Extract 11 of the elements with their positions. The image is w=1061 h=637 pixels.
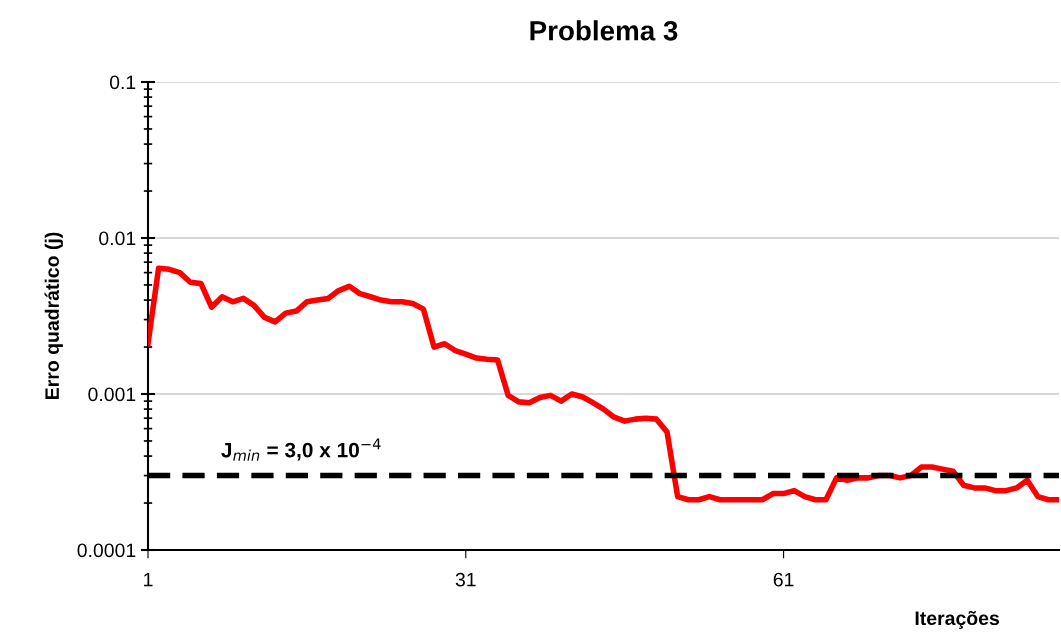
y-tick-label: 0.0001 bbox=[77, 543, 136, 558]
y-tick-label: 0.1 bbox=[109, 75, 136, 90]
x-tick-label: 31 bbox=[455, 572, 476, 587]
annotation: J$_{min}$ = 3,0 x 10$^{−4}$ bbox=[221, 438, 381, 461]
chart-title: Problema 3 bbox=[530, 20, 678, 41]
y-tick-label: 0.01 bbox=[99, 231, 136, 246]
x-tick-label: 1 bbox=[144, 572, 153, 587]
y-axis-title: Erro quadrático (j) bbox=[44, 232, 63, 399]
x-tick-label: 61 bbox=[773, 572, 794, 587]
x-axis-title: Iterações bbox=[915, 610, 999, 629]
y-tick-label: 0.001 bbox=[88, 387, 136, 402]
